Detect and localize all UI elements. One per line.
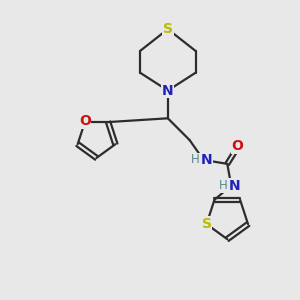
- Text: S: S: [202, 217, 212, 231]
- Text: O: O: [231, 139, 243, 153]
- Text: S: S: [163, 22, 173, 36]
- Text: O: O: [79, 114, 91, 128]
- Text: N: N: [228, 179, 240, 193]
- Text: N: N: [162, 84, 174, 98]
- Text: H: H: [219, 179, 228, 192]
- Text: H: H: [191, 153, 200, 167]
- Text: N: N: [201, 153, 212, 167]
